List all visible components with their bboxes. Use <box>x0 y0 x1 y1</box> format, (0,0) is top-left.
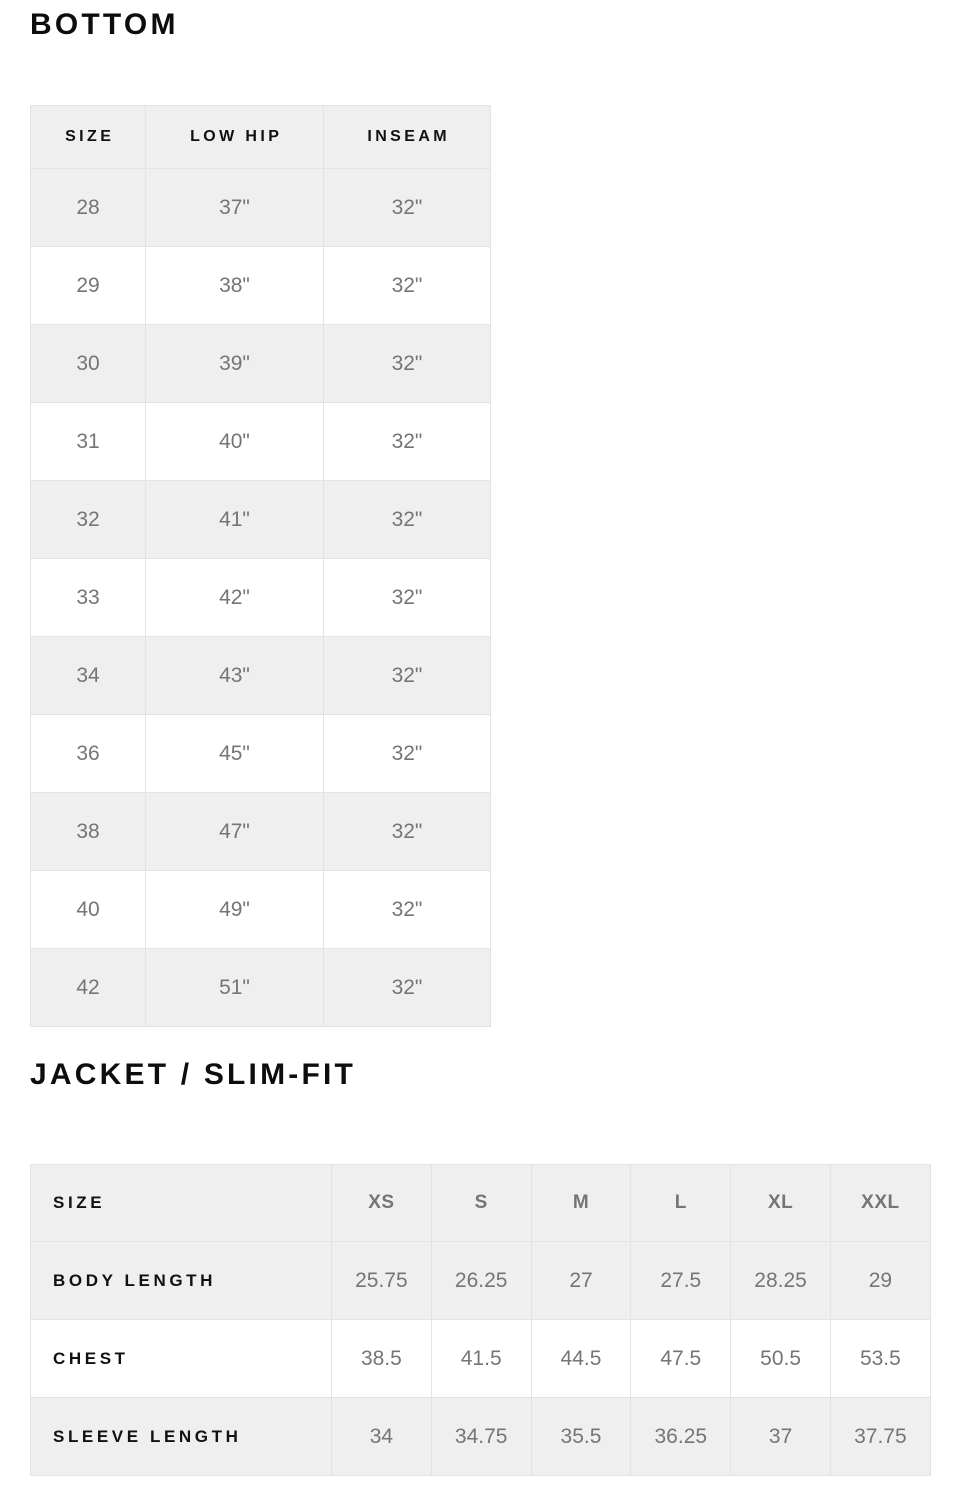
cell-body-length-l: 27.5 <box>630 1241 732 1320</box>
cell-inseam: 32" <box>323 792 491 871</box>
jacket-col-header-size: SIZE <box>30 1164 332 1242</box>
bottom-table-body: 28 37" 32" 29 38" 32" 30 39" 32" 31 40" … <box>30 168 491 1027</box>
cell-chest-m: 44.5 <box>530 1319 632 1398</box>
table-row: 33 42" 32" <box>30 558 491 637</box>
cell-size: 31 <box>30 402 146 481</box>
table-row: 42 51" 32" <box>30 948 491 1027</box>
cell-size: 40 <box>30 870 146 949</box>
table-row: 29 38" 32" <box>30 246 491 325</box>
jacket-col-header-m: M <box>530 1164 632 1242</box>
cell-low-hip: 51" <box>145 948 324 1027</box>
cell-inseam: 32" <box>323 168 491 247</box>
jacket-table-head: SIZE XS S M L XL XXL <box>30 1164 931 1242</box>
row-label-chest: CHEST <box>30 1319 332 1398</box>
cell-inseam: 32" <box>323 636 491 715</box>
cell-sleeve-length-l: 36.25 <box>630 1397 732 1476</box>
jacket-col-header-s: S <box>430 1164 532 1242</box>
jacket-col-header-xxl: XXL <box>829 1164 931 1242</box>
jacket-table-body: BODY LENGTH 25.75 26.25 27 27.5 28.25 29… <box>30 1241 931 1476</box>
cell-body-length-xl: 28.25 <box>730 1241 831 1320</box>
cell-sleeve-length-xxl: 37.75 <box>829 1397 931 1476</box>
jacket-size-table: SIZE XS S M L XL XXL BODY LENGTH 25.75 2… <box>30 1164 931 1476</box>
cell-low-hip: 39" <box>145 324 324 403</box>
cell-body-length-m: 27 <box>530 1241 632 1320</box>
cell-inseam: 32" <box>323 480 491 559</box>
cell-low-hip: 40" <box>145 402 324 481</box>
cell-sleeve-length-m: 35.5 <box>530 1397 632 1476</box>
cell-size: 38 <box>30 792 146 871</box>
jacket-col-header-xl: XL <box>730 1164 831 1242</box>
jacket-col-header-l: L <box>630 1164 732 1242</box>
table-row: CHEST 38.5 41.5 44.5 47.5 50.5 53.5 <box>30 1319 931 1398</box>
table-row: BODY LENGTH 25.75 26.25 27 27.5 28.25 29 <box>30 1241 931 1320</box>
cell-size: 36 <box>30 714 146 793</box>
table-row: 40 49" 32" <box>30 870 491 949</box>
bottom-col-header-inseam: INSEAM <box>323 105 491 169</box>
table-row: 31 40" 32" <box>30 402 491 481</box>
cell-chest-xxl: 53.5 <box>829 1319 931 1398</box>
cell-size: 34 <box>30 636 146 715</box>
table-row: 36 45" 32" <box>30 714 491 793</box>
cell-size: 42 <box>30 948 146 1027</box>
table-row: 38 47" 32" <box>30 792 491 871</box>
cell-low-hip: 47" <box>145 792 324 871</box>
bottom-header-row: SIZE LOW HIP INSEAM <box>30 105 491 169</box>
jacket-col-header-xs: XS <box>331 1164 432 1242</box>
cell-inseam: 32" <box>323 870 491 949</box>
cell-chest-xs: 38.5 <box>331 1319 432 1398</box>
cell-size: 28 <box>30 168 146 247</box>
cell-inseam: 32" <box>323 324 491 403</box>
table-row: 34 43" 32" <box>30 636 491 715</box>
cell-chest-l: 47.5 <box>630 1319 732 1398</box>
cell-sleeve-length-xl: 37 <box>730 1397 831 1476</box>
section-title-jacket: JACKET / SLIM-FIT <box>30 1058 357 1091</box>
row-label-body-length: BODY LENGTH <box>30 1241 332 1320</box>
cell-body-length-xxl: 29 <box>829 1241 931 1320</box>
cell-low-hip: 41" <box>145 480 324 559</box>
cell-sleeve-length-s: 34.75 <box>430 1397 532 1476</box>
row-label-sleeve-length: SLEEVE LENGTH <box>30 1397 332 1476</box>
cell-inseam: 32" <box>323 558 491 637</box>
table-row: 32 41" 32" <box>30 480 491 559</box>
section-title-bottom: BOTTOM <box>30 8 179 41</box>
cell-low-hip: 43" <box>145 636 324 715</box>
cell-chest-xl: 50.5 <box>730 1319 831 1398</box>
cell-low-hip: 49" <box>145 870 324 949</box>
table-row: SLEEVE LENGTH 34 34.75 35.5 36.25 37 37.… <box>30 1397 931 1476</box>
cell-body-length-xs: 25.75 <box>331 1241 432 1320</box>
bottom-size-table: SIZE LOW HIP INSEAM 28 37" 32" 29 38" 32… <box>30 105 491 1027</box>
cell-inseam: 32" <box>323 246 491 325</box>
jacket-header-row: SIZE XS S M L XL XXL <box>30 1164 931 1242</box>
cell-size: 32 <box>30 480 146 559</box>
cell-size: 30 <box>30 324 146 403</box>
bottom-table-head: SIZE LOW HIP INSEAM <box>30 105 491 169</box>
cell-low-hip: 45" <box>145 714 324 793</box>
cell-low-hip: 37" <box>145 168 324 247</box>
cell-low-hip: 42" <box>145 558 324 637</box>
cell-low-hip: 38" <box>145 246 324 325</box>
table-row: 28 37" 32" <box>30 168 491 247</box>
cell-chest-s: 41.5 <box>430 1319 532 1398</box>
cell-inseam: 32" <box>323 948 491 1027</box>
cell-inseam: 32" <box>323 402 491 481</box>
bottom-col-header-size: SIZE <box>30 105 146 169</box>
bottom-col-header-low-hip: LOW HIP <box>145 105 324 169</box>
cell-sleeve-length-xs: 34 <box>331 1397 432 1476</box>
cell-size: 33 <box>30 558 146 637</box>
cell-size: 29 <box>30 246 146 325</box>
cell-body-length-s: 26.25 <box>430 1241 532 1320</box>
cell-inseam: 32" <box>323 714 491 793</box>
table-row: 30 39" 32" <box>30 324 491 403</box>
